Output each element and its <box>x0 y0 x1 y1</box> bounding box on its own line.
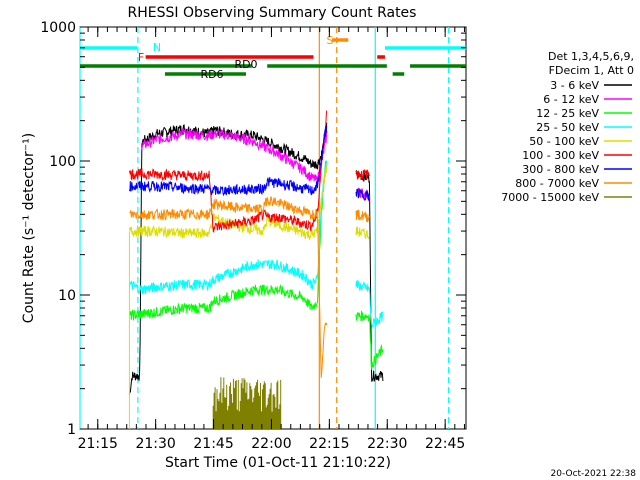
legend-label-1: 6 - 12 keV <box>543 93 599 106</box>
series-line-100to300kev <box>128 110 328 233</box>
flag-label-s: S <box>327 34 334 47</box>
x-tick-label-2: 21:45 <box>193 436 233 452</box>
legend-label-5: 100 - 300 keV <box>522 149 599 162</box>
series-line-6to12kev <box>141 127 328 186</box>
y-axis-ticks: 1 10 100 1000 <box>40 20 466 438</box>
series-line-300to800kev-part2 <box>355 188 370 201</box>
chart-title: RHESSI Observing Summary Count Rates <box>128 5 417 21</box>
legend-label-7: 800 - 7000 keV <box>515 177 599 190</box>
x-tick-label-5: 22:30 <box>367 436 407 452</box>
series-line-25to50kev <box>128 160 328 295</box>
legend-label-2: 12 - 25 keV <box>536 107 599 120</box>
series-line-3to6kev <box>128 122 328 395</box>
legend-header-0: Det 1,3,4,5,6,9, <box>548 50 634 63</box>
series-line-25to50kev-part2 <box>355 280 384 329</box>
flag-label-rd6: RD6 <box>200 68 223 81</box>
footer-timestamp: 20-Oct-2021 22:38 <box>551 469 637 479</box>
y-tick-label-1: 10 <box>58 288 76 304</box>
legend: Det 1,3,4,5,6,9,FDecim 1, Att 0 3 - 6 keV… <box>501 50 634 204</box>
x-axis-label: Start Time (01-Oct-11 21:10:22) <box>165 455 391 471</box>
y-tick-label-2: 100 <box>49 154 76 170</box>
flag-bars: N S F RD0 RD6 <box>80 34 466 81</box>
series-line-800to7000kev <box>129 196 328 378</box>
x-tick-label-1: 21:30 <box>135 436 175 452</box>
series-line-50to100kev <box>128 164 328 240</box>
flag-label-n: N <box>153 41 161 54</box>
legend-label-3: 25 - 50 keV <box>536 121 599 134</box>
y-tick-label-3: 1000 <box>40 20 76 36</box>
x-tick-label-6: 22:45 <box>425 436 465 452</box>
series-line-7000to15000kev <box>212 377 282 429</box>
series-line-50to100kev-part2 <box>355 226 370 241</box>
x-tick-label-4: 22:15 <box>309 436 349 452</box>
legend-label-4: 50 - 100 keV <box>529 135 599 148</box>
series-line-800to7000kev-part2 <box>355 209 370 223</box>
series-line-12to25kev <box>129 160 328 321</box>
flag-label-rd0: RD0 <box>234 58 257 71</box>
legend-label-6: 300 - 800 keV <box>522 163 599 176</box>
series-line-300to800kev <box>128 125 328 197</box>
y-axis-label: Count Rate (s⁻¹ detector⁻¹) <box>21 133 37 323</box>
flag-label-f: F <box>138 51 144 64</box>
series-lines <box>128 110 384 429</box>
x-axis-ticks: 21:15 21:30 21:45 22:00 22:15 22:30 22:45 <box>78 27 465 452</box>
x-tick-label-3: 22:00 <box>251 436 291 452</box>
series-line-100to300kev-part2 <box>355 169 370 181</box>
series-line-12to25kev-part2 <box>355 310 384 370</box>
legend-header-1: FDecim 1, Att 0 <box>549 64 634 77</box>
legend-label-0: 3 - 6 keV <box>550 79 599 92</box>
x-tick-label-0: 21:15 <box>78 436 118 452</box>
y-tick-label-0: 1 <box>67 422 76 438</box>
legend-label-8: 7000 - 15000 keV <box>501 191 599 204</box>
